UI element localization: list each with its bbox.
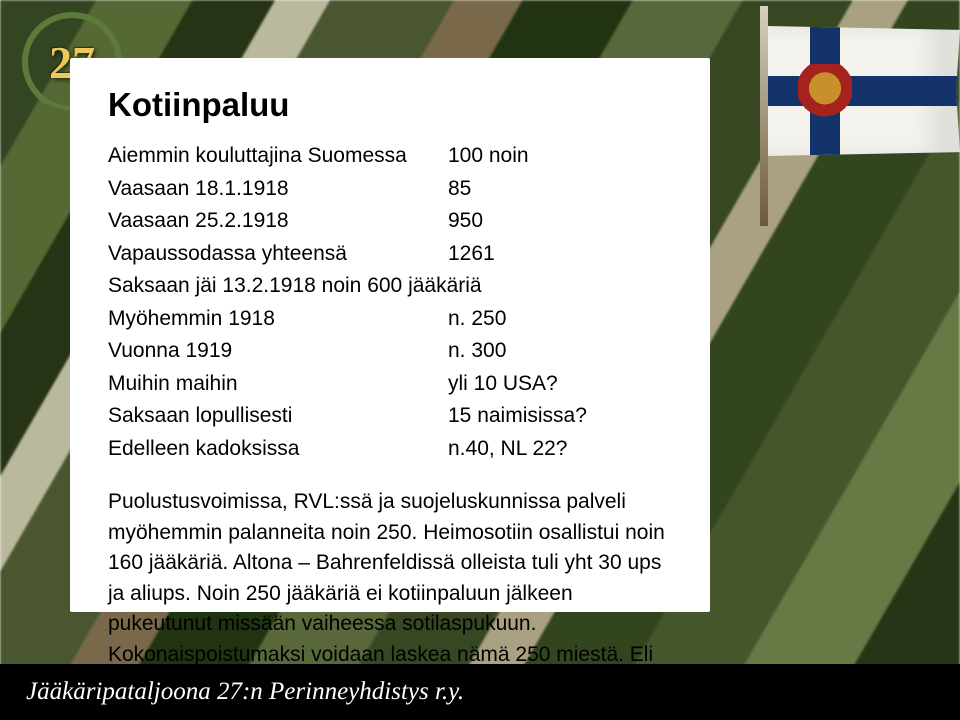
row-label: Myöhemmin 1918 bbox=[108, 303, 448, 336]
table-row: Saksaan jäi 13.2.1918 noin 600 jääkäriä bbox=[108, 270, 672, 303]
row-label: Muihin maihin bbox=[108, 368, 448, 401]
table-row: Vuonna 1919 n. 300 bbox=[108, 335, 672, 368]
table-row: Myöhemmin 1918 n. 250 bbox=[108, 303, 672, 336]
row-label: Vapaussodassa yhteensä bbox=[108, 238, 448, 271]
row-value: 950 bbox=[448, 205, 672, 238]
content-panel: Kotiinpaluu Aiemmin kouluttajina Suomess… bbox=[70, 58, 710, 612]
flag-cross-horizontal bbox=[768, 76, 960, 106]
row-value: n.40, NL 22? bbox=[448, 433, 672, 466]
row-label: Saksaan jäi 13.2.1918 noin 600 jääkäriä bbox=[108, 270, 672, 303]
flag-crest-icon bbox=[798, 64, 852, 118]
row-label: Saksaan lopullisesti bbox=[108, 400, 448, 433]
table-row: Edelleen kadoksissa n.40, NL 22? bbox=[108, 433, 672, 466]
table-row: Vaasaan 25.2.1918 950 bbox=[108, 205, 672, 238]
footer-bar: Jääkäripataljoona 27:n Perinneyhdistys r… bbox=[0, 664, 960, 720]
row-label: Vuonna 1919 bbox=[108, 335, 448, 368]
row-value: yli 10 USA? bbox=[448, 368, 672, 401]
flag-pole bbox=[760, 6, 768, 226]
row-value: n. 300 bbox=[448, 335, 672, 368]
row-value: n. 250 bbox=[448, 303, 672, 336]
row-value: 85 bbox=[448, 173, 672, 206]
flag-cloth bbox=[768, 26, 960, 156]
table-row: Aiemmin kouluttajina Suomessa 100 noin bbox=[108, 140, 672, 173]
table-row: Muihin maihin yli 10 USA? bbox=[108, 368, 672, 401]
page-title: Kotiinpaluu bbox=[108, 86, 672, 124]
table-row: Vaasaan 18.1.1918 85 bbox=[108, 173, 672, 206]
table-row: Vapaussodassa yhteensä 1261 bbox=[108, 238, 672, 271]
row-label: Vaasaan 25.2.1918 bbox=[108, 205, 448, 238]
row-value: 15 naimisissa? bbox=[448, 400, 672, 433]
row-value: 100 noin bbox=[448, 140, 672, 173]
footer-text: Jääkäripataljoona 27:n Perinneyhdistys r… bbox=[26, 678, 464, 706]
table-row: Saksaan lopullisesti 15 naimisissa? bbox=[108, 400, 672, 433]
row-label: Edelleen kadoksissa bbox=[108, 433, 448, 466]
row-value: 1261 bbox=[448, 238, 672, 271]
row-label: Vaasaan 18.1.1918 bbox=[108, 173, 448, 206]
finnish-flag bbox=[760, 26, 960, 156]
row-label: Aiemmin kouluttajina Suomessa bbox=[108, 140, 448, 173]
